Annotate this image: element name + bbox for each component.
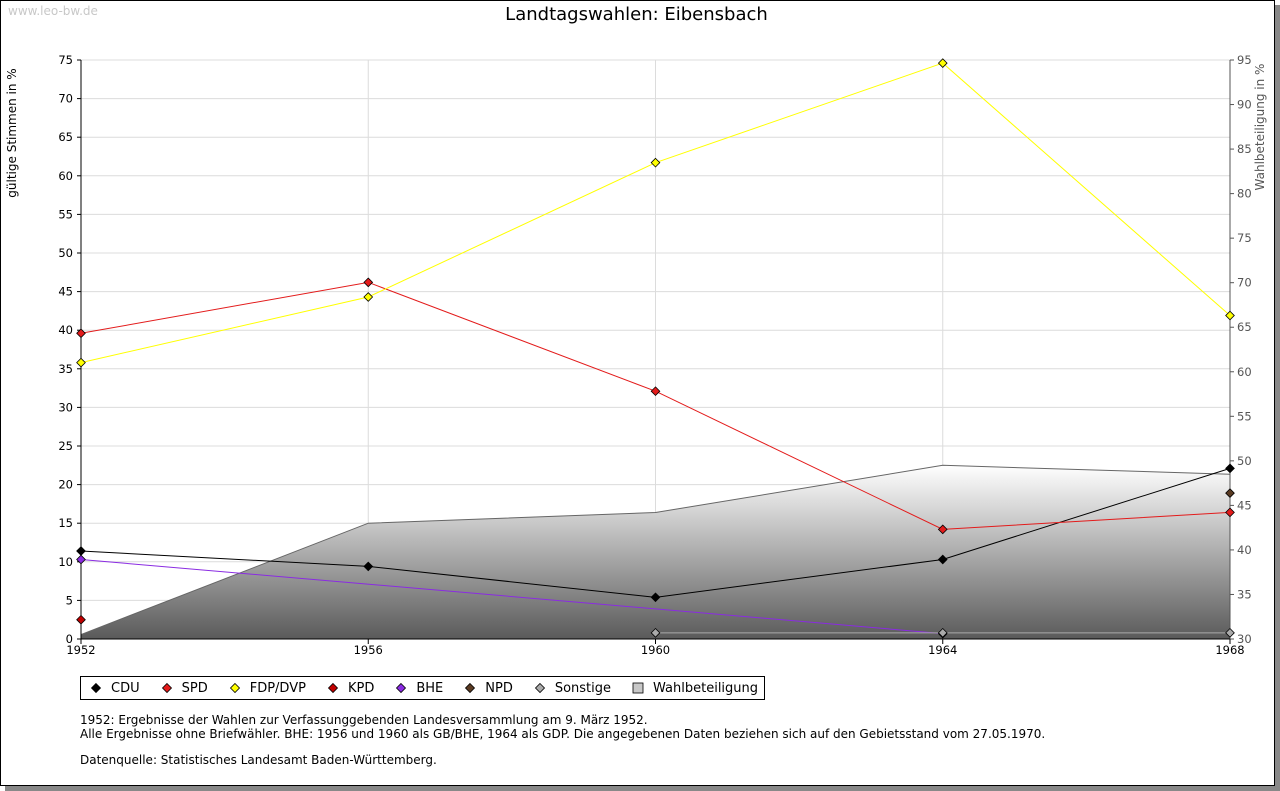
y2-tick-label: 50 [1237,454,1252,468]
legend-item-kpd: KPD [326,681,374,696]
y2-tick-label: 35 [1237,587,1252,601]
legend-label: BHE [416,680,444,696]
legend-symbol [327,682,339,694]
x-tick-label: 1964 [928,643,957,657]
axes-layer: 0 5 10 15 20 25 30 35 40 45 50 55 60 65 70 75 30 35 40 45 50… [58,53,1251,657]
data-point-cdu [650,592,661,603]
y2-tick-label: 75 [1237,231,1252,245]
legend-symbol [90,682,102,694]
y-tick-label: 15 [58,516,73,530]
legend-symbol [534,682,545,694]
legend-label: Wahlbeteiligung [653,680,759,696]
y-tick-label: 60 [58,169,73,183]
legend-symbol [161,682,172,694]
y2-tick-label: 55 [1237,409,1252,423]
chart-title: Landtagswahlen: Eibensbach [505,4,768,25]
data-source: Datenquelle: Statistisches Landesamt Bad… [80,753,437,767]
legend-item-wahlbeteiligung: Wahlbeteiligung [631,681,758,696]
data-point-cdu [76,546,86,556]
y-tick-label: 65 [58,130,73,144]
y-tick-label: 55 [58,207,73,221]
data-point-fdp-dvp [363,292,374,302]
legend-item-cdu: CDU [89,681,140,696]
series-layer [76,58,1235,639]
x-tick-label: 1968 [1215,643,1244,657]
y-axis-label: gültige Stimmen in % [5,68,19,197]
data-point-npd [1225,488,1235,498]
turnout-line [80,464,1231,636]
y-tick-label: 20 [58,478,73,492]
data-point-sonstige [1225,627,1235,638]
turnout-area [81,465,1230,639]
legend-symbol [465,682,476,694]
y-tick-label: 35 [58,362,73,376]
legend-label: KPD [347,680,375,696]
y2-axis-label: Wahlbeteiligung in % [1253,64,1267,191]
y-tick-label: 45 [58,285,73,299]
y2-tick-label: 65 [1237,320,1252,334]
turnout-area-layer [80,464,1231,639]
y-tick-label: 70 [58,92,73,106]
y-tick-label: 75 [58,53,73,67]
legend-label: FDP/DVP [249,680,306,696]
legend-item-fdp-dvp: FDP/DVP [228,681,306,696]
legend-symbol [632,682,644,694]
data-point-fdp-dvp [650,157,661,168]
data-point-spd [1225,507,1235,518]
note-line-2: Alle Ergebnisse ohne Briefwähler. BHE: 1… [80,727,1046,741]
x-tick-label: 1952 [66,643,95,657]
y2-tick-label: 90 [1237,98,1252,112]
y-tick-label: 5 [66,593,73,607]
y2-tick-label: 30 [1237,632,1252,646]
y-tick-label: 25 [58,439,73,453]
data-point-sonstige [650,627,661,638]
watermark: www.leo-bw.de [8,4,98,18]
series-line-bhe [80,558,943,635]
y-tick-label: 10 [58,555,73,569]
y2-tick-label: 70 [1237,276,1252,290]
data-point-bhe [76,554,86,565]
data-point-fdp-dvp [76,357,86,368]
legend-item-spd: SPD [160,681,208,696]
legend-item-npd: NPD [463,681,513,696]
y2-tick-label: 60 [1237,365,1252,379]
data-point-fdp-dvp [1225,310,1235,321]
y2-tick-label: 85 [1237,142,1252,156]
data-point-fdp-dvp [937,58,948,68]
legend-symbol [396,682,407,694]
legend-label: SPD [181,680,208,696]
data-point-kpd [76,614,86,625]
note-line-1: 1952: Ergebnisse der Wahlen zur Verfassu… [80,713,648,727]
data-point-spd [76,328,86,339]
data-point-sonstige [937,627,948,638]
legend-item-bhe: BHE [394,681,443,696]
data-point-spd [937,524,948,535]
data-point-cdu [937,554,948,565]
legend-item-sonstige: Sonstige [533,681,611,696]
y-tick-label: 50 [58,246,73,260]
data-point-cdu [363,561,374,572]
y2-tick-label: 40 [1237,543,1252,557]
x-tick-label: 1960 [641,643,670,657]
y2-tick-label: 45 [1237,498,1252,512]
legend-label: CDU [111,680,140,696]
legend-label: Sonstige [554,680,612,696]
x-tick-label: 1956 [354,643,383,657]
y2-tick-label: 80 [1237,187,1252,201]
data-point-spd [363,277,374,288]
legend: CDU SPD FDP/DVP KPD BHE NPD Sonstige Wahlbeteil… [80,676,766,700]
legend-label: NPD [485,680,513,696]
notes: 1952: Ergebnisse der Wahlen zur Verfassu… [80,713,1045,767]
y-tick-label: 40 [58,323,73,337]
data-point-spd [650,386,661,397]
plot-area: 0 5 10 15 20 25 30 35 40 45 50 55 60 65 70 75 30 35 40 45 50… [5,53,1267,657]
y-tick-label: 30 [58,400,73,414]
data-point-cdu [1225,463,1235,474]
y-tick-label: 0 [66,632,73,646]
legend-symbol [229,682,240,694]
y2-tick-label: 95 [1237,53,1252,67]
